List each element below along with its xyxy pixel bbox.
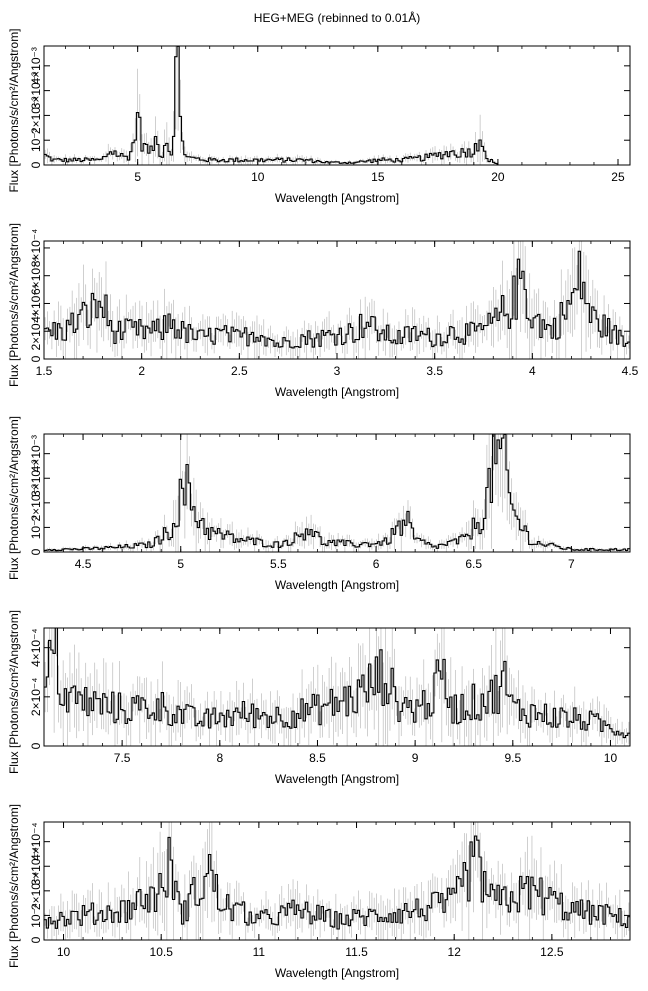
spectrum-line xyxy=(44,434,630,552)
x-tick-label: 9.5 xyxy=(504,751,521,765)
x-tick-label: 3.5 xyxy=(426,364,443,378)
error-bars xyxy=(44,628,630,746)
x-axis-label: Wavelength [Angstrom] xyxy=(275,578,399,592)
y-tick-label: 3×10⁻³ xyxy=(29,460,43,497)
y-axis-label: Flux [Photons/s/cm²/Angstrom] xyxy=(7,223,21,387)
y-tick-label: 10⁻³ xyxy=(29,128,43,152)
x-tick-label: 25 xyxy=(611,170,625,184)
plot-frame xyxy=(43,433,631,553)
spectrum-line xyxy=(44,835,630,930)
x-axis-label: Wavelength [Angstrom] xyxy=(275,966,399,980)
y-tick-label: 0 xyxy=(29,161,43,168)
x-tick-label: 3 xyxy=(334,364,341,378)
x-tick-label: 10.5 xyxy=(150,945,174,959)
x-tick-label: 2 xyxy=(138,364,145,378)
y-axis-label: Flux [Photons/s/cm²/Angstrom] xyxy=(7,28,21,192)
x-tick-label: 5 xyxy=(134,170,141,184)
y-tick-label: 0 xyxy=(29,936,43,943)
y-tick-label: 2×10⁻³ xyxy=(29,484,43,521)
x-tick-label: 4.5 xyxy=(75,557,92,571)
y-tick-label: 3×10⁻⁴ xyxy=(29,847,43,886)
x-tick-label: 1.5 xyxy=(36,364,53,378)
panel-4: 7.5 8 8.5 9 9.5 10 0 2×10⁻⁴ 4×10⁻⁴ Wavelength [An… xyxy=(7,610,631,786)
panel-5: 10 10.5 11 11.5 12 12.5 0 10⁻⁴2×10⁻⁴3×10⁻⁴4×10⁻… xyxy=(7,804,631,980)
y-tick-label: 10⁻³ xyxy=(29,516,43,540)
spectrum-line xyxy=(44,628,630,739)
x-tick-label: 5.5 xyxy=(270,557,287,571)
x-tick-label: 6 xyxy=(373,557,380,571)
x-tick-label: 4 xyxy=(529,364,536,378)
y-tick-label: 6×10⁻⁴ xyxy=(29,256,43,295)
y-tick-label: 2×10⁻⁴ xyxy=(29,872,43,911)
x-tick-label: 4.5 xyxy=(622,364,639,378)
x-tick-label: 7 xyxy=(568,557,575,571)
x-tick-label: 12 xyxy=(448,945,462,959)
y-tick-label: 8×10⁻⁴ xyxy=(29,229,43,268)
y-tick-label: 4×10⁻⁴ xyxy=(29,284,43,323)
x-tick-label: 8 xyxy=(216,751,223,765)
figure-title: HEG+MEG (rebinned to 0.01Å) xyxy=(254,10,420,25)
x-tick-label: 11.5 xyxy=(345,945,368,959)
spectrum-line xyxy=(44,46,630,165)
x-tick-label: 5 xyxy=(177,557,184,571)
x-tick-label: 15 xyxy=(371,170,385,184)
spectrum-line xyxy=(44,250,630,349)
y-tick-label: 2×10⁻³ xyxy=(29,97,43,134)
x-axis-label: Wavelength [Angstrom] xyxy=(275,772,399,786)
y-tick-label: 4×10⁻⁴ xyxy=(29,822,43,861)
x-axis-label: Wavelength [Angstrom] xyxy=(275,191,399,205)
y-axis-label: Flux [Photons/s/cm²/Angstrom] xyxy=(7,416,21,580)
x-tick-label: 2.5 xyxy=(231,364,248,378)
panel-2: 1.5 2 2.5 3 3.5 4 4.5 0 2×10⁻⁴4×10⁻⁴6×10⁻⁴8×10⁻⁴… xyxy=(7,223,639,399)
y-tick-label: 0 xyxy=(29,355,43,362)
y-tick-label: 0 xyxy=(29,742,43,749)
x-tick-label: 10 xyxy=(604,751,618,765)
y-tick-label: 4×10⁻³ xyxy=(29,435,43,472)
y-tick-label: 2×10⁻⁴ xyxy=(29,312,43,351)
y-tick-label: 0 xyxy=(29,548,43,555)
y-tick-label: 4×10⁻³ xyxy=(29,47,43,84)
x-tick-label: 10 xyxy=(251,170,265,184)
x-tick-label: 20 xyxy=(491,170,505,184)
panel-1: 5 10 15 20 25 0 10⁻³2×10⁻³3×10⁻³4×10⁻³ Waveleng… xyxy=(7,28,631,205)
x-tick-label: 6.5 xyxy=(465,557,482,571)
x-tick-label: 12.5 xyxy=(540,945,564,959)
panel-3: 4.5 5 5.5 6 6.5 7 0 10⁻³2×10⁻³3×10⁻³4×10⁻³ Wavel… xyxy=(7,416,631,592)
x-tick-label: 10 xyxy=(57,945,71,959)
y-tick-label: 10⁻⁴ xyxy=(29,903,43,928)
x-tick-label: 8.5 xyxy=(309,751,326,765)
x-tick-label: 11 xyxy=(253,945,266,959)
plot-frame xyxy=(43,627,631,747)
y-tick-label: 2×10⁻⁴ xyxy=(29,678,43,717)
x-tick-label: 9 xyxy=(412,751,419,765)
x-tick-label: 7.5 xyxy=(114,751,131,765)
y-axis-label: Flux [Photons/s/cm²/Angstrom] xyxy=(7,610,21,774)
plot-frame xyxy=(43,45,631,166)
y-tick-label: 3×10⁻³ xyxy=(29,72,43,109)
x-axis-label: Wavelength [Angstrom] xyxy=(275,385,399,399)
y-tick-label: 4×10⁻⁴ xyxy=(29,628,43,667)
y-axis-label: Flux [Photons/s/cm²/Angstrom] xyxy=(7,804,21,968)
